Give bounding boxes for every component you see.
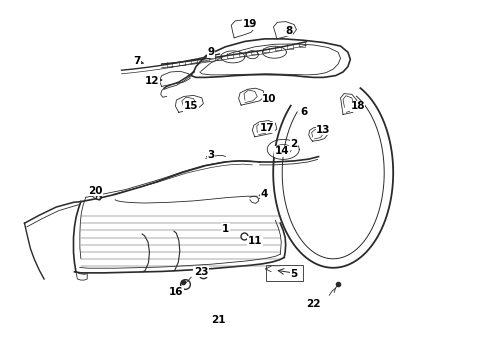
Text: 17: 17 <box>260 123 274 133</box>
Text: 5: 5 <box>291 269 297 279</box>
Text: 14: 14 <box>274 146 289 156</box>
Text: 11: 11 <box>247 236 262 246</box>
Text: 4: 4 <box>261 189 269 199</box>
Text: 19: 19 <box>243 19 257 30</box>
Text: 1: 1 <box>222 224 229 234</box>
Text: 8: 8 <box>286 26 293 36</box>
Text: 18: 18 <box>350 101 365 111</box>
Text: 16: 16 <box>169 287 184 297</box>
Text: 2: 2 <box>291 139 297 149</box>
Text: 20: 20 <box>88 186 103 196</box>
Text: 7: 7 <box>133 56 141 66</box>
Text: 23: 23 <box>194 267 208 277</box>
Text: 22: 22 <box>306 299 321 309</box>
Text: 10: 10 <box>262 94 277 104</box>
Text: 12: 12 <box>145 76 159 86</box>
Text: 21: 21 <box>211 315 225 325</box>
Text: 13: 13 <box>316 125 331 135</box>
Text: 9: 9 <box>207 47 214 57</box>
Text: 3: 3 <box>207 150 214 160</box>
Text: 6: 6 <box>300 107 307 117</box>
FancyBboxPatch shape <box>266 265 303 282</box>
Text: 15: 15 <box>184 101 198 111</box>
